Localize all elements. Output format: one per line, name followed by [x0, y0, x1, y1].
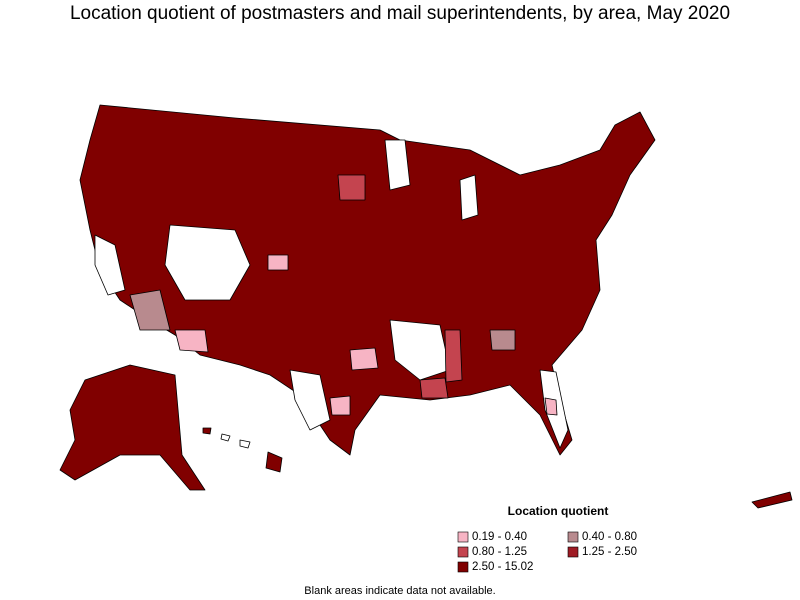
legend-swatch: [567, 546, 579, 558]
shaded-area: [329, 395, 351, 416]
hawaii: [220, 433, 231, 442]
legend: Location quotient 0.19 - 0.40 0.40 - 0.80…: [457, 504, 637, 573]
legend-swatch: [457, 561, 469, 573]
shaded-area: [349, 347, 379, 371]
shaded-area: [444, 329, 463, 383]
legend-label: 0.40 - 0.80: [582, 531, 637, 543]
footnote: Blank areas indicate data not available.: [304, 585, 495, 597]
shaded-area: [337, 174, 366, 201]
hawaii: [202, 427, 212, 435]
blank-area: [164, 224, 251, 301]
shaded-area: [419, 377, 449, 399]
legend-swatch: [457, 531, 469, 543]
legend-label: 1.25 - 2.50: [582, 546, 637, 558]
legend-label: 0.19 - 0.40: [472, 531, 527, 543]
puerto-rico: [751, 491, 793, 509]
legend-label: 0.80 - 1.25: [472, 546, 527, 558]
hawaii: [239, 439, 251, 449]
blank-area: [389, 319, 451, 381]
shaded-area: [544, 397, 558, 416]
shaded-area: [129, 289, 171, 331]
blank-area: [94, 234, 126, 296]
hawaii: [265, 451, 283, 473]
shaded-area: [267, 254, 289, 271]
shaded-area: [174, 329, 209, 353]
blank-area: [459, 174, 479, 221]
alaska: [59, 364, 206, 491]
legend-swatch: [457, 546, 469, 558]
blank-area: [384, 139, 411, 191]
map-title: Location quotient of postmasters and mai…: [70, 3, 730, 24]
shaded-area: [489, 329, 516, 351]
legend-swatch: [567, 531, 579, 543]
map-shapes: [59, 104, 793, 509]
blank-area: [289, 369, 331, 431]
legend-title: Location quotient: [508, 504, 609, 518]
legend-label: 2.50 - 15.02: [472, 561, 533, 573]
